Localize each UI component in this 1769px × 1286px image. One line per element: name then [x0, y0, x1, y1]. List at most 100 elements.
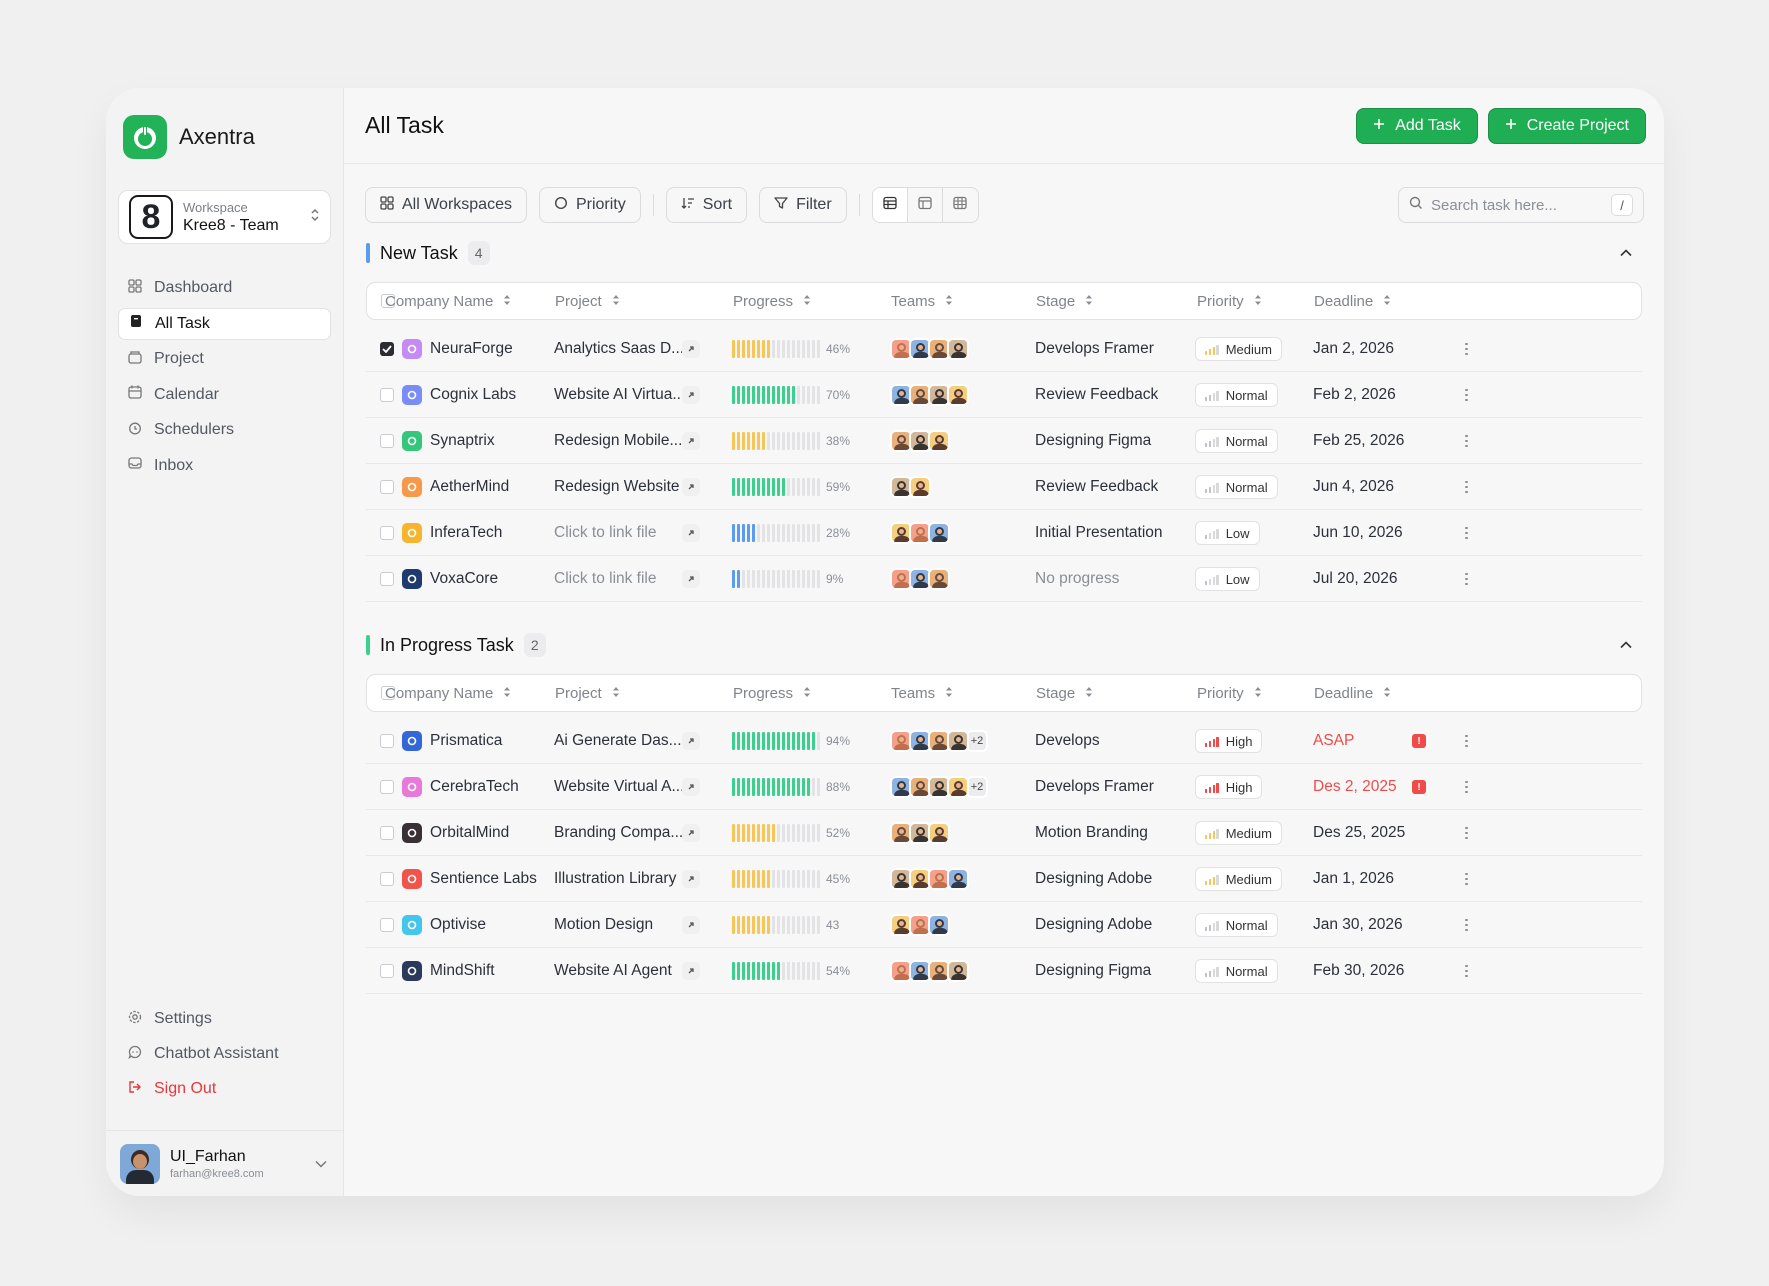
- team-member-avatar[interactable]: [909, 868, 931, 890]
- project-name[interactable]: Illustration Library: [554, 870, 677, 887]
- priority-button[interactable]: Priority: [538, 187, 641, 223]
- link-icon[interactable]: [682, 524, 700, 542]
- project-name[interactable]: Website AI Agent: [554, 962, 672, 979]
- project-name[interactable]: Analytics Saas D...: [554, 340, 685, 357]
- column-header[interactable]: Deadline: [1314, 675, 1391, 711]
- team-member-avatar[interactable]: [928, 914, 950, 936]
- column-header[interactable]: Teams: [891, 283, 953, 319]
- row-checkbox[interactable]: [380, 826, 394, 840]
- more-options-icon[interactable]: [1465, 918, 1468, 932]
- table-row[interactable]: NeuraForge Analytics Saas D... 46% Devel…: [366, 326, 1642, 372]
- project-name[interactable]: Click to link file: [554, 570, 657, 587]
- link-icon[interactable]: [682, 432, 700, 450]
- row-checkbox[interactable]: [380, 918, 394, 932]
- row-checkbox[interactable]: [380, 434, 394, 448]
- priority-badge[interactable]: Medium: [1195, 337, 1282, 361]
- priority-badge[interactable]: Normal: [1195, 383, 1278, 407]
- column-header[interactable]: Progress: [733, 675, 811, 711]
- project-name[interactable]: Redesign Website: [554, 478, 680, 495]
- more-options-icon[interactable]: [1465, 342, 1468, 356]
- team-member-avatar[interactable]: [928, 568, 950, 590]
- team-member-avatar[interactable]: [928, 430, 950, 452]
- table-row[interactable]: Cognix Labs Website AI Virtua... 70% Rev…: [366, 372, 1642, 418]
- company-name[interactable]: Sentience Labs: [430, 870, 537, 887]
- company-name[interactable]: OrbitalMind: [430, 824, 510, 841]
- project-name[interactable]: Website Virtual A...: [554, 778, 685, 795]
- team-member-avatar[interactable]: [890, 476, 912, 498]
- company-name[interactable]: CerebraTech: [430, 778, 519, 795]
- link-icon[interactable]: [682, 824, 700, 842]
- team-member-avatar[interactable]: [890, 730, 912, 752]
- row-checkbox[interactable]: [380, 342, 394, 356]
- link-icon[interactable]: [682, 870, 700, 888]
- table-row[interactable]: AetherMind Redesign Website 59% Review F…: [366, 464, 1642, 510]
- table-row[interactable]: Sentience Labs Illustration Library 45% …: [366, 856, 1642, 902]
- collapse-chevron-up-icon[interactable]: [1620, 244, 1632, 262]
- team-member-avatar[interactable]: [947, 868, 969, 890]
- priority-badge[interactable]: Normal: [1195, 913, 1278, 937]
- row-checkbox[interactable]: [380, 780, 394, 794]
- company-name[interactable]: InferaTech: [430, 524, 503, 541]
- row-checkbox[interactable]: [380, 964, 394, 978]
- column-header[interactable]: Progress: [733, 283, 811, 319]
- project-name[interactable]: Redesign Mobile...: [554, 432, 683, 449]
- team-member-avatar[interactable]: [947, 730, 969, 752]
- filter-button[interactable]: Filter: [759, 187, 847, 223]
- link-icon[interactable]: [682, 478, 700, 496]
- team-member-avatar[interactable]: [890, 430, 912, 452]
- company-name[interactable]: VoxaCore: [430, 570, 499, 587]
- select-all-checkbox[interactable]: [381, 675, 395, 711]
- table-row[interactable]: Prismatica Ai Generate Das... 94% +2 Dev…: [366, 718, 1642, 764]
- table-row[interactable]: InferaTech Click to link file 28% Initia…: [366, 510, 1642, 556]
- team-member-avatar[interactable]: [909, 914, 931, 936]
- create-project-button[interactable]: Create Project: [1487, 107, 1646, 144]
- row-checkbox[interactable]: [380, 388, 394, 402]
- sidebar-item-chatbot[interactable]: Chatbot Assistant: [118, 1038, 331, 1070]
- team-member-avatar[interactable]: [909, 776, 931, 798]
- sidebar-item-inbox[interactable]: Inbox: [118, 450, 331, 482]
- project-name[interactable]: Website AI Virtua...: [554, 386, 686, 403]
- column-header[interactable]: Project: [555, 283, 620, 319]
- sidebar-item-dashboard[interactable]: Dashboard: [118, 272, 331, 304]
- priority-badge[interactable]: Normal: [1195, 959, 1278, 983]
- priority-badge[interactable]: High: [1195, 729, 1263, 753]
- company-name[interactable]: Optivise: [430, 916, 486, 933]
- column-header[interactable]: Company Name: [385, 283, 511, 319]
- team-member-avatar[interactable]: [947, 338, 969, 360]
- priority-badge[interactable]: Normal: [1195, 475, 1278, 499]
- team-member-avatar[interactable]: [928, 822, 950, 844]
- more-members-badge[interactable]: +2: [966, 730, 988, 752]
- sidebar-item-project[interactable]: Project: [118, 343, 331, 375]
- sidebar-item-all-task[interactable]: All Task: [118, 307, 331, 340]
- more-options-icon[interactable]: [1465, 734, 1468, 748]
- column-header[interactable]: Company Name: [385, 675, 511, 711]
- table-view-button[interactable]: [872, 188, 908, 222]
- link-icon[interactable]: [682, 778, 700, 796]
- table-row[interactable]: MindShift Website AI Agent 54% Designing…: [366, 948, 1642, 994]
- team-member-avatar[interactable]: [928, 522, 950, 544]
- more-options-icon[interactable]: [1465, 526, 1468, 540]
- all-workspaces-button[interactable]: All Workspaces: [365, 187, 527, 223]
- company-name[interactable]: Prismatica: [430, 732, 503, 749]
- more-options-icon[interactable]: [1465, 572, 1468, 586]
- priority-badge[interactable]: Normal: [1195, 429, 1278, 453]
- table-row[interactable]: OrbitalMind Branding Compa... 52% Motion…: [366, 810, 1642, 856]
- more-options-icon[interactable]: [1465, 780, 1468, 794]
- sign-out-button[interactable]: Sign Out: [118, 1073, 331, 1105]
- priority-badge[interactable]: High: [1195, 775, 1263, 799]
- link-icon[interactable]: [682, 570, 700, 588]
- column-header[interactable]: Deadline: [1314, 283, 1391, 319]
- table-row[interactable]: Synaptrix Redesign Mobile... 38% Designi…: [366, 418, 1642, 464]
- priority-badge[interactable]: Low: [1195, 521, 1260, 545]
- priority-badge[interactable]: Low: [1195, 567, 1260, 591]
- more-members-badge[interactable]: +2: [966, 776, 988, 798]
- sidebar-item-schedulers[interactable]: Schedulers: [118, 414, 331, 446]
- row-checkbox[interactable]: [380, 872, 394, 886]
- column-header[interactable]: Stage: [1036, 283, 1093, 319]
- company-name[interactable]: Synaptrix: [430, 432, 495, 449]
- column-header[interactable]: Priority: [1197, 675, 1262, 711]
- project-name[interactable]: Ai Generate Das...: [554, 732, 682, 749]
- more-options-icon[interactable]: [1465, 388, 1468, 402]
- team-member-avatar[interactable]: [909, 384, 931, 406]
- team-member-avatar[interactable]: [928, 730, 950, 752]
